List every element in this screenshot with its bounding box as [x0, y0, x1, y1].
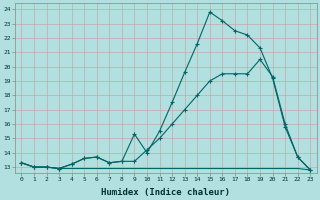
X-axis label: Humidex (Indice chaleur): Humidex (Indice chaleur): [101, 188, 230, 197]
